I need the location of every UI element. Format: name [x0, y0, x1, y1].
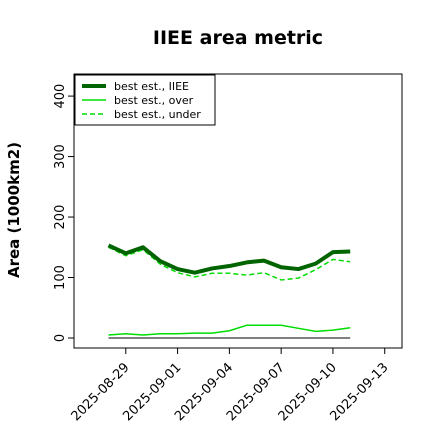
- legend-label: best est., over: [114, 94, 194, 107]
- y-tick-label: 200: [53, 205, 68, 230]
- series-line-best-est-over: [108, 324, 351, 336]
- y-tick-label: 0: [53, 334, 68, 342]
- chart-title: IIEE area metric: [153, 27, 323, 49]
- y-tick-label: 400: [53, 84, 68, 109]
- legend-label: best est., under: [114, 108, 201, 121]
- y-tick-label: 100: [53, 265, 68, 290]
- plot-frame: [73, 73, 403, 349]
- legend-label: best est., IIEE: [114, 80, 189, 93]
- y-axis: 0 100 200 300 400: [53, 84, 74, 342]
- series-line-best-est-iiee: [107, 243, 351, 275]
- x-axis: 2025-08-292025-09-012025-09-042025-09-07…: [69, 348, 392, 424]
- y-tick-label: 300: [53, 144, 68, 169]
- series-line-best-est-under: [108, 246, 351, 281]
- y-axis-label: Area (1000km2): [5, 142, 23, 278]
- series-layer: [107, 243, 351, 339]
